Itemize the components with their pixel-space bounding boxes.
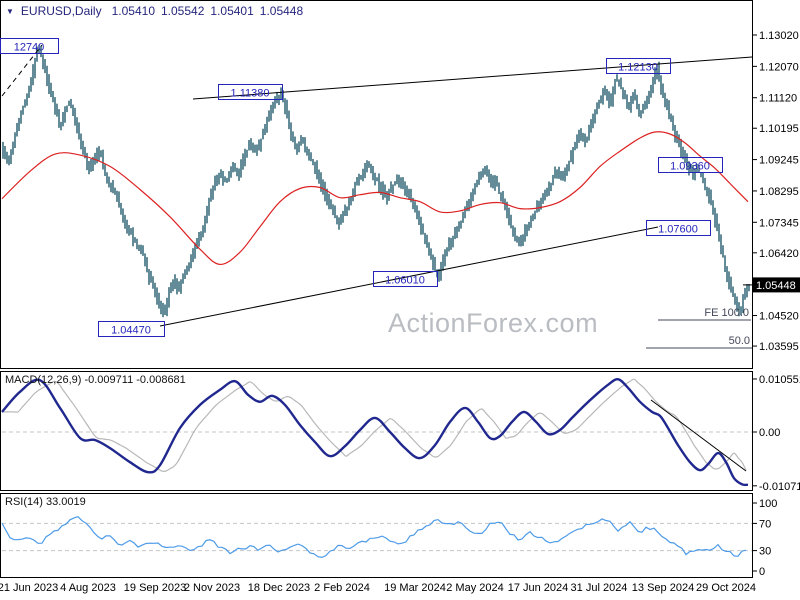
macd-signal-line xyxy=(2,378,747,472)
price-axis-label: 1.11120 xyxy=(759,93,797,105)
date-axis-label: 2 Nov 2023 xyxy=(184,582,240,594)
main-plot[interactable] xyxy=(1,44,750,318)
date-axis-label: 18 Dec 2023 xyxy=(248,582,310,594)
date-axis-label: 13 Sep 2024 xyxy=(632,582,694,594)
price-tag-box xyxy=(218,84,283,100)
candlestick-series xyxy=(2,44,750,318)
price-tag-label: 1.07600 xyxy=(658,224,698,236)
price-axis-label: 1.03595 xyxy=(759,341,799,353)
price-tag-box xyxy=(606,58,671,74)
rsi-panel-border xyxy=(0,493,753,578)
macd-line xyxy=(1,377,749,487)
price-axis-label: 1.10195 xyxy=(759,123,799,135)
date-axis-label: 2 Feb 2024 xyxy=(314,582,370,594)
macd-trendline[interactable] xyxy=(650,399,747,472)
rsi-indicator-label: RSI(14) 33.0019 xyxy=(5,496,86,508)
moving-average-line xyxy=(1,131,749,266)
price-axis-label: 1.04520 xyxy=(759,311,799,323)
price-axis-label: 1.09245 xyxy=(759,155,799,167)
macd-plot[interactable] xyxy=(1,377,749,487)
rsi-axis-label: 0 xyxy=(759,566,765,578)
chart-header: ▼ EURUSD,Daily 1.05410 1.05542 1.05401 1… xyxy=(6,4,309,18)
date-axis-label: 21 Jun 2023 xyxy=(0,582,58,594)
date-axis-label: 19 Mar 2024 xyxy=(384,582,446,594)
date-axis-label: 29 Oct 2024 xyxy=(696,582,756,594)
quote-high: 1.05542 xyxy=(161,4,205,18)
date-axis-label: 31 Jul 2024 xyxy=(571,582,628,594)
date-axis-label: 17 Jun 2024 xyxy=(508,582,569,594)
quote-open: 1.05410 xyxy=(111,4,155,18)
current-price-tag xyxy=(753,277,800,293)
price-tag-label: 1.06010 xyxy=(385,275,425,287)
watermark: ActionForex.com xyxy=(388,308,599,338)
price-axis-label: 1.07345 xyxy=(759,217,799,229)
rsi-line xyxy=(1,516,747,559)
macd-indicator-label: MACD(12,26,9) -0.009711 -0.008681 xyxy=(5,374,186,386)
rsi-axis-label: 70 xyxy=(759,518,771,530)
rsi-axis-label: 100 xyxy=(759,498,777,510)
symbol-dropdown-icon[interactable]: ▼ xyxy=(6,6,14,16)
quote-close: 1.05448 xyxy=(259,4,304,18)
rsi-plot[interactable] xyxy=(1,516,747,559)
price-tag-label: 1.12130 xyxy=(618,62,658,74)
macd-axis-label: 0.00 xyxy=(759,427,780,439)
trendline[interactable] xyxy=(192,56,753,100)
price-tag-box xyxy=(373,271,438,287)
macd-panel-border xyxy=(0,371,753,491)
rsi-axis-label: 30 xyxy=(759,546,771,558)
macd-axis-label: 0.010551 xyxy=(759,374,800,386)
price-tag-label: 1.04470 xyxy=(111,325,151,337)
price-tag-box xyxy=(646,220,711,236)
fib-level-label: FE 100.0 xyxy=(704,307,749,319)
main-panel-border xyxy=(0,0,753,369)
date-axis-label: 19 Sep 2023 xyxy=(124,582,186,594)
date-axis-label: 4 Aug 2023 xyxy=(60,582,116,594)
price-tag-label: 1.11380 xyxy=(231,88,270,100)
symbol-timeframe-label: EURUSD,Daily xyxy=(20,4,102,18)
price-tag-label: 12740 xyxy=(14,42,45,54)
price-axis-label: 1.06420 xyxy=(759,248,799,260)
price-tag-box xyxy=(658,157,723,173)
fib-level-label: 50.0 xyxy=(729,335,750,347)
price-axis-label: 1.13020 xyxy=(759,30,799,42)
current-price-label: 1.05448 xyxy=(756,280,796,292)
price-tag-label: 1.09360 xyxy=(670,161,710,173)
price-axis-label: 1.12070 xyxy=(759,61,799,73)
price-tag-box xyxy=(98,321,165,337)
quote-low: 1.05401 xyxy=(210,4,254,18)
price-tag-box xyxy=(0,38,59,54)
macd-axis-label: -0.01071 xyxy=(759,481,800,493)
trendline[interactable] xyxy=(159,226,659,327)
date-axis-label: 2 May 2024 xyxy=(446,582,503,594)
price-axis-label: 1.08295 xyxy=(759,186,799,198)
